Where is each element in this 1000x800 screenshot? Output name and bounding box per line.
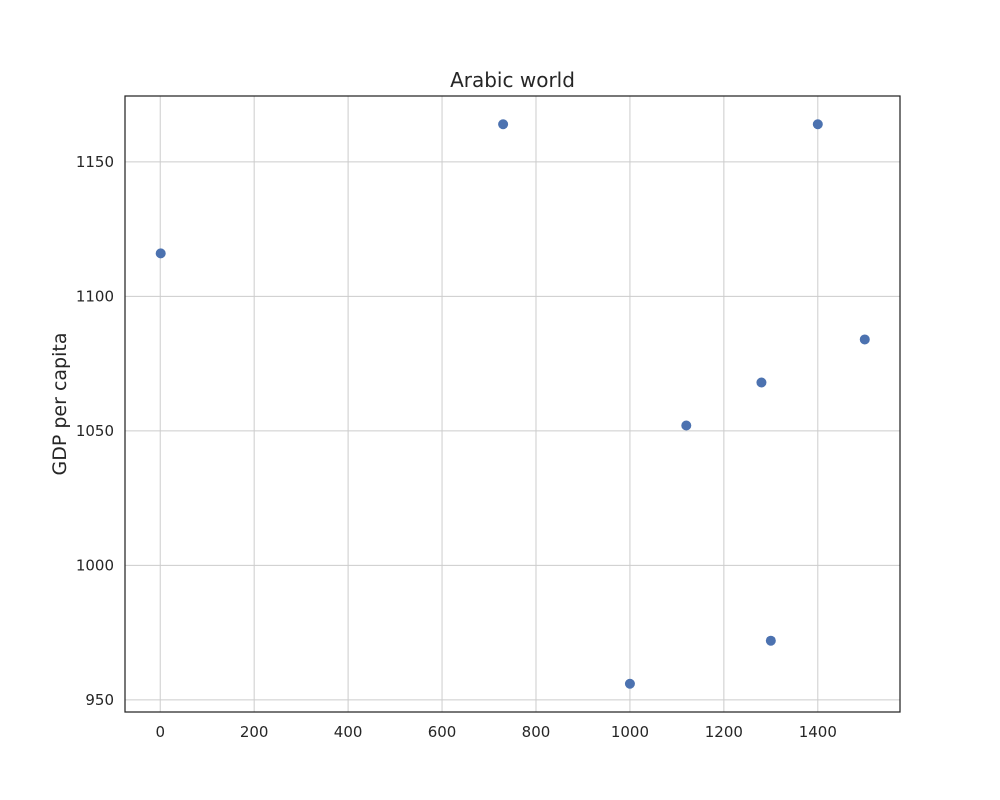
- x-tick-label: 1400: [799, 723, 837, 741]
- data-point: [624, 678, 635, 689]
- data-point: [859, 334, 870, 345]
- x-tick-label: 1200: [705, 723, 743, 741]
- data-point: [155, 248, 166, 259]
- data-point: [681, 420, 692, 431]
- x-tick-label: 600: [428, 723, 457, 741]
- y-tick-label: 1150: [76, 153, 114, 171]
- x-tick-label: 400: [334, 723, 363, 741]
- y-tick-label: 1100: [76, 287, 114, 305]
- y-axis-ticks: 950 1000 1050 1100 1150: [76, 153, 114, 709]
- plot-area-frame: [124, 95, 901, 713]
- chart-title: Arabic world: [450, 68, 575, 92]
- x-tick-label: 200: [240, 723, 269, 741]
- data-point: [765, 635, 776, 646]
- x-axis-ticks: 0 200 400 600 800 1000 1200 1400: [155, 723, 836, 741]
- data-point: [756, 377, 767, 388]
- x-tick-label: 800: [522, 723, 551, 741]
- x-tick-label: 1000: [611, 723, 649, 741]
- grid: [125, 96, 900, 712]
- y-tick-label: 1050: [76, 422, 114, 440]
- data-points: [155, 119, 870, 689]
- data-point: [812, 119, 823, 130]
- y-axis-label: GDP per capita: [49, 333, 71, 476]
- y-tick-label: 950: [85, 691, 114, 709]
- data-point: [498, 119, 509, 130]
- y-tick-label: 1000: [76, 556, 114, 574]
- x-tick-label: 0: [155, 723, 165, 741]
